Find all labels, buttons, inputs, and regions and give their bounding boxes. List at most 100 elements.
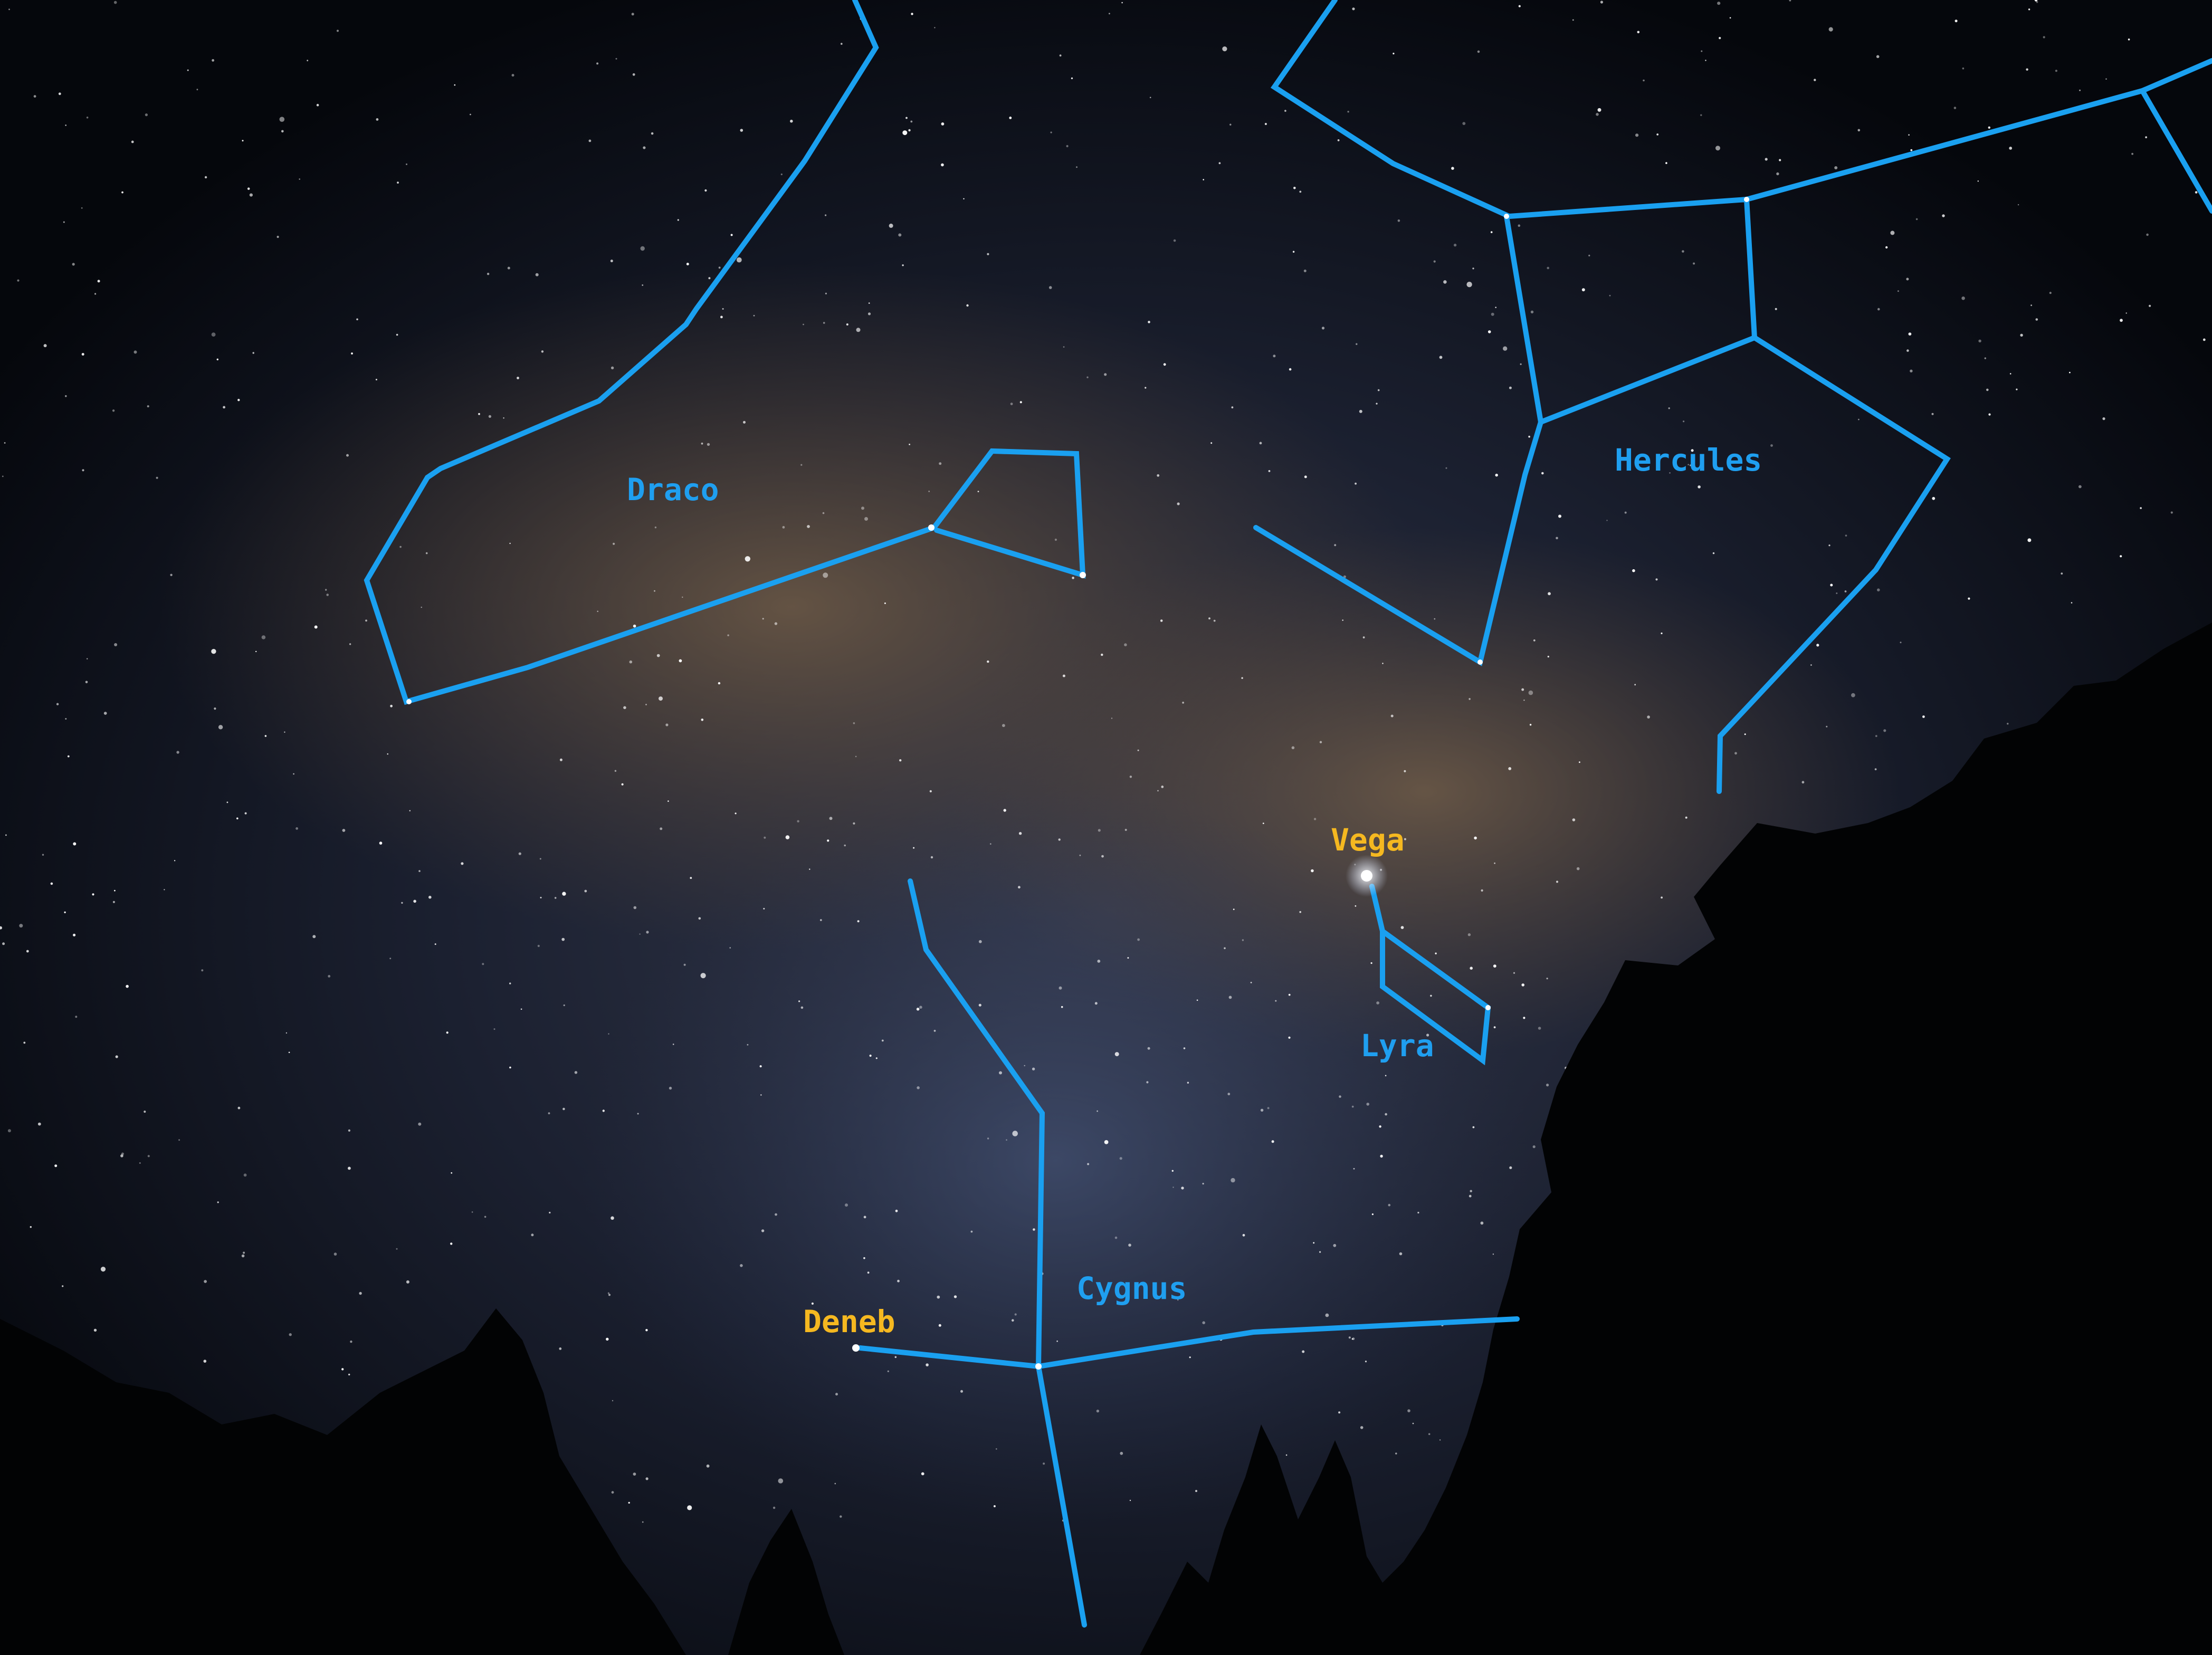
background-star <box>1351 1105 1354 1108</box>
background-star <box>864 517 868 521</box>
background-star <box>81 207 83 209</box>
background-star <box>316 103 319 107</box>
background-star <box>241 1254 245 1258</box>
background-star <box>1875 735 1877 737</box>
background-star <box>1337 139 1340 141</box>
background-star <box>1147 1047 1150 1050</box>
background-star <box>1655 578 1658 581</box>
background-star <box>1717 2 1721 5</box>
background-star <box>720 315 723 319</box>
background-star <box>1303 270 1307 272</box>
background-star <box>237 1106 241 1109</box>
background-star <box>156 476 158 479</box>
background-star <box>5 834 7 836</box>
background-star <box>881 1039 884 1042</box>
background-star <box>633 906 637 910</box>
background-star <box>2078 485 2082 489</box>
background-star <box>56 703 59 705</box>
background-star <box>295 827 298 830</box>
background-star <box>261 635 266 639</box>
background-star <box>1779 159 1781 161</box>
background-star <box>559 1347 562 1350</box>
background-star <box>252 352 254 354</box>
background-star <box>1508 767 1512 770</box>
background-star <box>2016 388 2018 390</box>
background-star <box>1698 485 1701 489</box>
background-star <box>700 973 706 979</box>
background-star <box>204 1280 207 1283</box>
background-star <box>1700 114 1702 116</box>
background-star <box>1284 110 1286 112</box>
background-star <box>1529 724 1532 726</box>
background-star <box>1094 1002 1098 1005</box>
background-star <box>539 858 541 860</box>
background-star <box>1715 146 1720 151</box>
background-star <box>2049 292 2052 294</box>
background-star <box>889 223 893 228</box>
background-star <box>1775 308 1777 310</box>
background-star <box>356 318 358 321</box>
background-star <box>421 606 422 608</box>
background-star <box>1183 1047 1186 1049</box>
background-star <box>1360 1426 1364 1429</box>
background-star <box>1470 1190 1472 1192</box>
background-star <box>65 125 66 126</box>
background-star <box>1579 761 1580 763</box>
background-star <box>1058 838 1061 841</box>
background-star <box>1988 413 1991 416</box>
background-star <box>2061 572 2063 575</box>
background-star <box>1521 688 1524 691</box>
background-star <box>2007 723 2009 725</box>
background-star <box>1908 134 1910 136</box>
background-star <box>869 1055 872 1057</box>
background-star <box>1547 266 1549 270</box>
background-star <box>1494 862 1495 864</box>
background-star <box>1915 218 1918 221</box>
background-star <box>803 323 804 326</box>
background-star <box>204 176 207 179</box>
background-star <box>613 542 615 545</box>
background-star <box>409 810 411 811</box>
background-star <box>1600 1 1603 4</box>
background-star <box>1546 978 1548 980</box>
background-star <box>909 444 910 445</box>
background-star <box>376 118 379 121</box>
background-star <box>325 589 327 591</box>
background-star <box>1682 250 1684 253</box>
background-star <box>740 129 743 132</box>
background-star <box>790 119 793 123</box>
background-star <box>1101 855 1104 858</box>
background-star <box>809 868 811 870</box>
background-star <box>1018 886 1021 889</box>
background-star <box>1202 1321 1205 1324</box>
background-star <box>1137 938 1140 941</box>
background-star <box>1690 464 1692 466</box>
background-star <box>511 74 514 77</box>
background-star <box>753 314 755 317</box>
background-star <box>293 773 294 775</box>
background-star <box>1428 1433 1431 1436</box>
label-vega: Vega <box>1331 822 1405 858</box>
background-star <box>350 1340 352 1343</box>
background-star <box>1547 656 1549 658</box>
background-star <box>2146 233 2149 236</box>
background-star <box>614 770 617 772</box>
background-star <box>418 870 421 872</box>
background-star <box>643 146 646 149</box>
background-star <box>1195 1490 1197 1493</box>
background-star <box>397 181 399 184</box>
background-star <box>375 379 377 380</box>
background-star <box>611 366 614 369</box>
background-star <box>1018 832 1022 835</box>
background-star <box>387 753 388 755</box>
background-star <box>639 933 641 935</box>
lyra-lines <box>1369 884 1491 1066</box>
background-star <box>507 266 510 270</box>
background-star <box>1087 1163 1090 1165</box>
background-star <box>1003 809 1006 812</box>
background-star <box>1942 214 1945 217</box>
background-star <box>841 43 843 45</box>
background-star <box>736 257 742 263</box>
background-star <box>2140 507 2142 509</box>
background-star <box>1426 1034 1429 1037</box>
